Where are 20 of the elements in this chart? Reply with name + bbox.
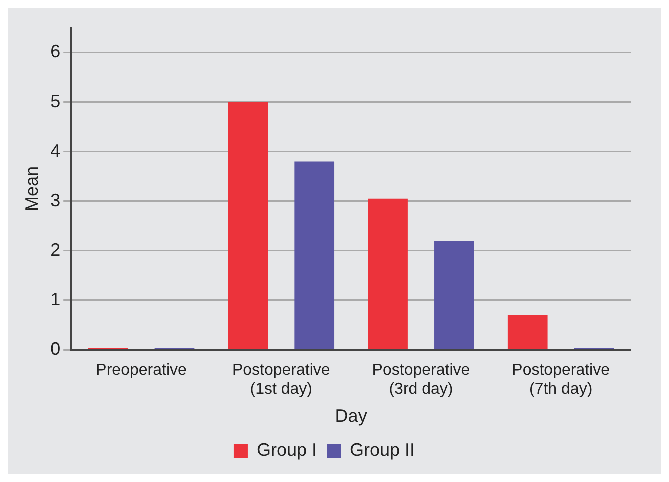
legend-label: Group I <box>256 440 317 460</box>
bar <box>368 198 408 350</box>
y-tick-label: 4 <box>50 140 61 161</box>
x-tick-label: Preoperative <box>96 362 187 380</box>
y-tick-label: 6 <box>50 42 61 62</box>
y-tick-label: 3 <box>50 190 61 210</box>
y-tick-label: 2 <box>50 240 61 260</box>
bar <box>434 241 474 350</box>
y-tick-label: 0 <box>50 338 61 359</box>
x-tick-label: Postoperative (3rd day) <box>372 362 470 398</box>
bar <box>294 162 335 350</box>
x-tick-label: Postoperative (7th day) <box>512 362 610 398</box>
bar <box>508 315 548 350</box>
x-axis-title: Day <box>335 406 368 426</box>
x-tick-label: Postoperative (1st day) <box>232 362 330 398</box>
legend-label: Group II <box>350 440 416 460</box>
y-tick-label: 5 <box>50 91 61 112</box>
y-tick-label: 1 <box>50 289 61 310</box>
bar <box>228 102 268 350</box>
y-axis-title: Mean <box>22 166 42 212</box>
